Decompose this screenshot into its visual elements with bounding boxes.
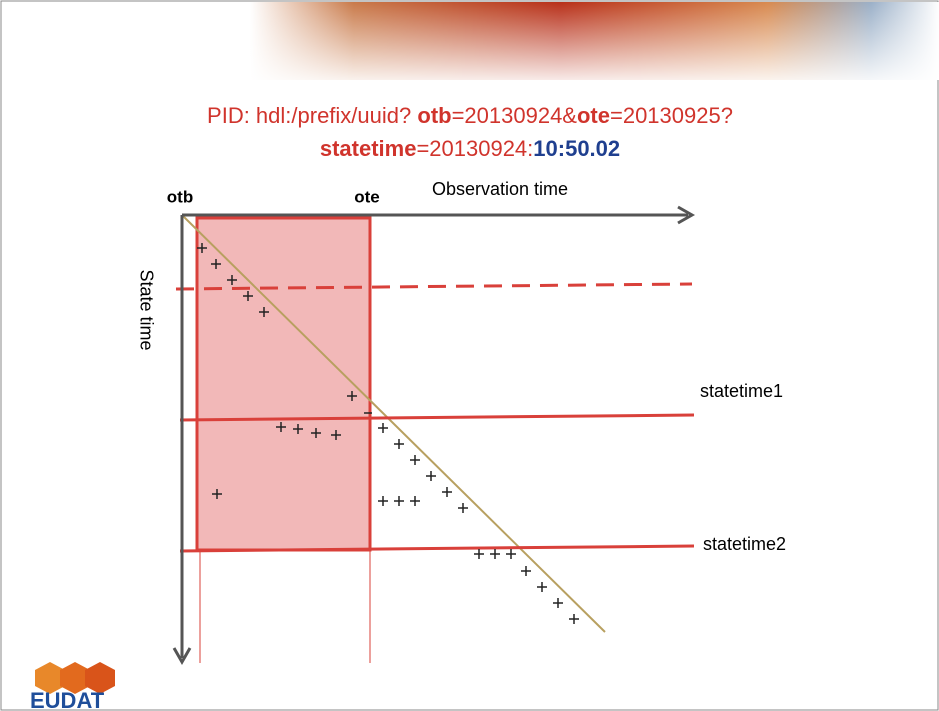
title-part: statetime [320,136,417,161]
plus-mark [227,275,237,285]
plus-mark [474,549,484,559]
plus-mark [347,391,357,401]
title-line1: PID: hdl:/prefix/uuid? otb=20130924&ote=… [207,103,733,128]
plus-mark [293,424,303,434]
plus-mark [553,598,563,608]
statetime2-line [179,544,695,553]
logo-cubes [35,662,115,694]
otb-label: otb [167,187,193,206]
plus-mark [458,503,468,513]
title-part: =20130924& [452,103,578,128]
plus-mark [243,291,253,301]
title-part: =20130925? [610,103,733,128]
plus-mark [259,307,269,317]
plus-mark [378,423,388,433]
plus-mark [211,259,221,269]
title-line2: statetime=20130924:10:50.02 [320,136,620,161]
banner-fade [250,2,939,80]
plus-mark [490,549,500,559]
plus-mark [212,489,222,499]
plus-mark [197,243,207,253]
x-arrow [677,205,696,225]
dashed-line [175,282,693,291]
plus-mark [442,487,452,497]
diagonal [181,214,606,633]
y-arrow [172,647,192,666]
logo-text: EUDAT [30,688,105,711]
plus-mark [521,566,531,576]
title-part: 10:50.02 [533,136,620,161]
plus-mark [426,471,436,481]
title-part: =20130924: [416,136,533,161]
x-axis-label: Observation time [432,179,568,199]
statetime1-line [179,413,695,422]
statetime2-label: statetime2 [703,534,786,554]
title-part: PID: hdl:/prefix/uuid? [207,103,417,128]
plus-mark [410,455,420,465]
ote-label: ote [354,187,380,206]
plus-mark [410,496,420,506]
window-box [195,216,372,552]
plus-mark [331,430,341,440]
plus-mark [378,496,388,506]
title-part: ote [577,103,610,128]
plus-mark [394,496,404,506]
plus-mark [276,422,286,432]
title-part: otb [417,103,451,128]
plus-mark [537,582,547,592]
plus-mark [506,549,516,559]
plus-mark [569,614,579,624]
plus-mark [394,439,404,449]
y-axis-label: State time [136,269,156,350]
observations [197,243,579,624]
statetime1-label: statetime1 [700,381,783,401]
plus-mark [311,428,321,438]
